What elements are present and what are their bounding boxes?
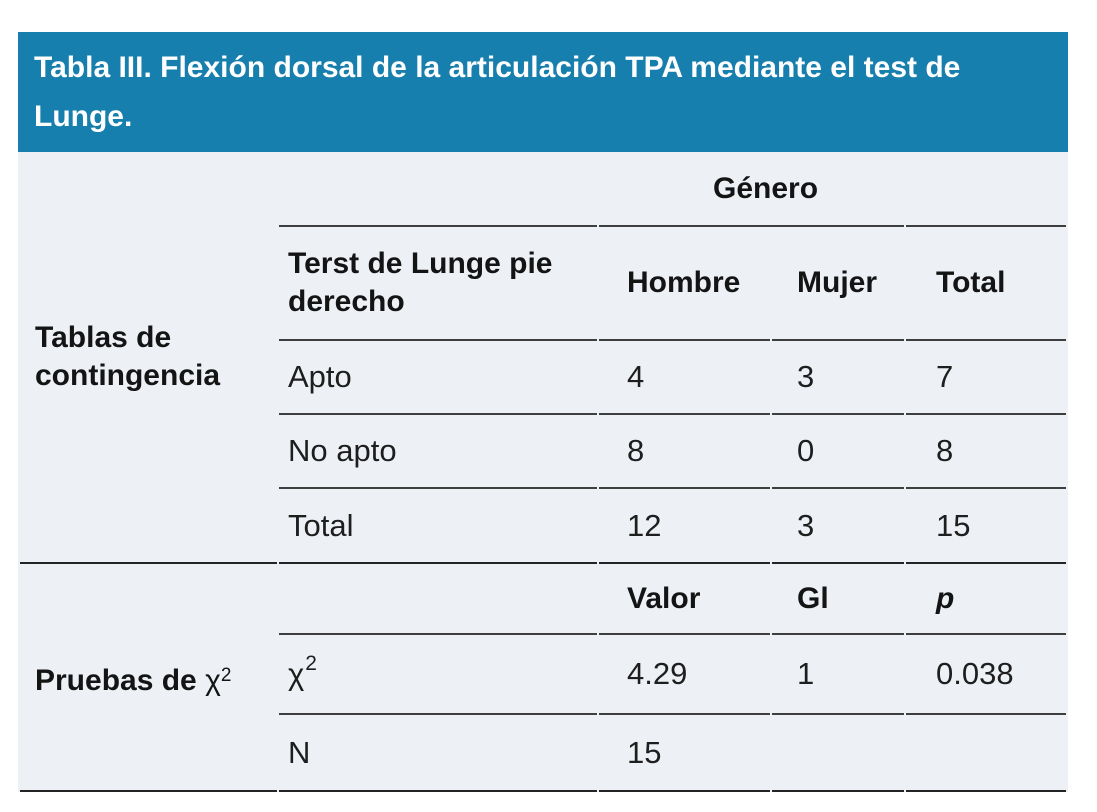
table-figure: Tabla III. Flexión dorsal de la articula… bbox=[18, 32, 1068, 792]
cell-apto-mujer: 3 bbox=[772, 341, 904, 415]
row-label-chi: χ2 bbox=[279, 635, 597, 715]
stats-header-row: Pruebas de χ2 Valor Gl p bbox=[20, 564, 1066, 792]
row-label-no-apto: No apto bbox=[279, 415, 597, 489]
cell-apto-total: 7 bbox=[906, 341, 1066, 415]
column-header-test-lunge: Terst de Lunge pie derecho bbox=[279, 227, 597, 341]
row-label-total: Total bbox=[279, 489, 597, 564]
table-row-no-apto: No apto 8 0 8 bbox=[20, 415, 1066, 489]
cell-no-apto-hombre: 8 bbox=[599, 415, 770, 489]
table-title: Tabla III. Flexión dorsal de la articula… bbox=[34, 51, 961, 133]
row-label-n: N bbox=[279, 715, 597, 792]
table-body: Tablas de contingencia Género Terst de L… bbox=[18, 152, 1068, 792]
cell-apto-hombre: 4 bbox=[599, 341, 770, 415]
table-title-bar: Tabla III. Flexión dorsal de la articula… bbox=[18, 32, 1068, 152]
column-header-hombre: Hombre bbox=[599, 227, 770, 341]
table-row: Tablas de contingencia Género bbox=[20, 152, 1066, 564]
column-header-mujer: Mujer bbox=[772, 227, 904, 341]
cell-total-total: 15 bbox=[906, 489, 1066, 564]
cell-chi-gl: 1 bbox=[772, 635, 904, 715]
cell-n-valor: 15 bbox=[599, 715, 770, 792]
table-row-n: N 15 bbox=[20, 715, 1066, 792]
table-header-row: Terst de Lunge pie derecho Hombre Mujer … bbox=[20, 227, 1066, 341]
gender-group-header: Género bbox=[599, 152, 904, 227]
chi-symbol: χ2 bbox=[205, 663, 232, 697]
cell-total-mujer: 3 bbox=[772, 489, 904, 564]
section-label-contingency-cell: Tablas de contingencia bbox=[20, 152, 277, 564]
column-header-p: p bbox=[906, 564, 1066, 635]
chi-superscript: 2 bbox=[305, 652, 317, 676]
row-label-apto: Apto bbox=[279, 341, 597, 415]
cell-no-apto-total: 8 bbox=[906, 415, 1066, 489]
cell-total-hombre: 12 bbox=[599, 489, 770, 564]
column-header-total: Total bbox=[906, 227, 1066, 341]
cell-chi-valor: 4.29 bbox=[599, 635, 770, 715]
table-row-total: Total 12 3 15 bbox=[20, 489, 1066, 564]
section-label-contingency: Tablas de contingencia bbox=[35, 321, 221, 392]
empty-cell bbox=[279, 152, 597, 227]
column-header-gl: Gl bbox=[772, 564, 904, 635]
empty-cell bbox=[906, 715, 1066, 792]
table-row-chi: χ2 4.29 1 0.038 bbox=[20, 635, 1066, 715]
empty-cell bbox=[279, 564, 597, 635]
cell-no-apto-mujer: 0 bbox=[772, 415, 904, 489]
empty-cell bbox=[772, 715, 904, 792]
section-label-chi: Pruebas de χ2 bbox=[35, 663, 232, 697]
cell-chi-p: 0.038 bbox=[906, 635, 1066, 715]
empty-cell bbox=[906, 152, 1066, 227]
data-table: Tablas de contingencia Género Terst de L… bbox=[18, 152, 1068, 792]
column-header-valor: Valor bbox=[599, 564, 770, 635]
section-label-chi-cell: Pruebas de χ2 bbox=[20, 564, 277, 792]
table-row-apto: Apto 4 3 7 bbox=[20, 341, 1066, 415]
